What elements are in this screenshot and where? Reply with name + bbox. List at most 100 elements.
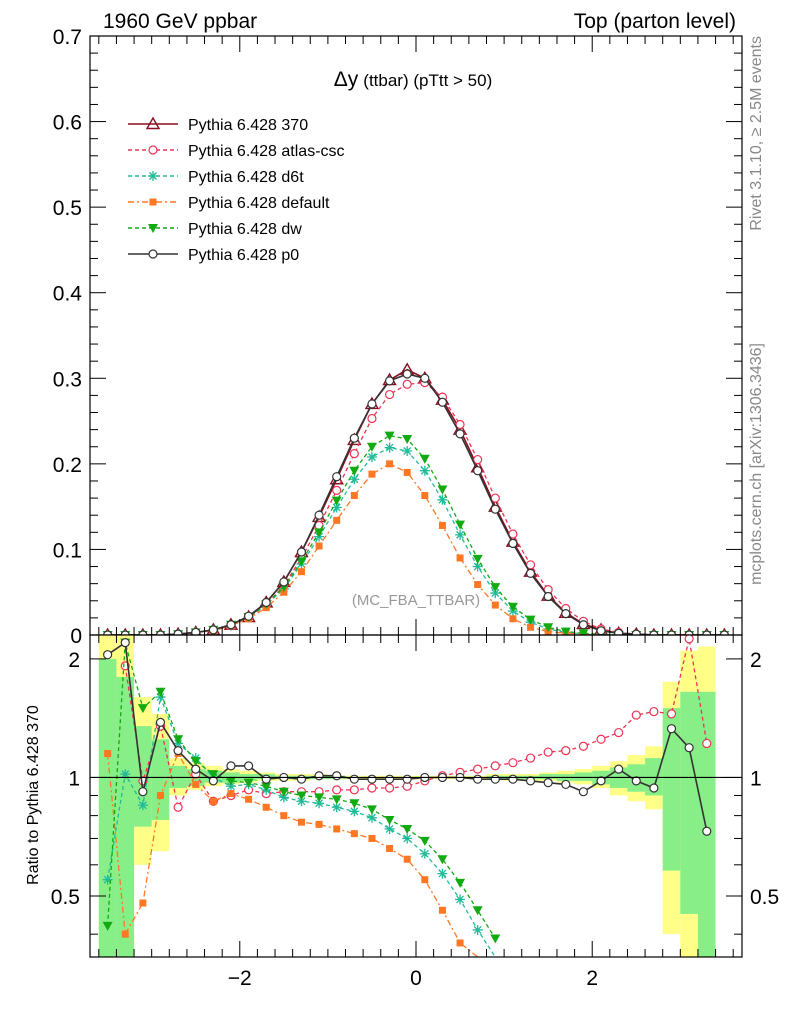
default-point xyxy=(315,820,323,828)
p0-point xyxy=(631,629,641,635)
dw-point xyxy=(173,735,184,745)
d6t-point xyxy=(437,868,448,879)
dw-point xyxy=(455,520,466,530)
d6t-point xyxy=(278,792,289,803)
ratio-y-tick-label-left: 0.5 xyxy=(51,886,80,909)
d6t-point xyxy=(331,502,342,513)
ratio-plot-panel: 0.5 0.5 1 1 2 2 −2 0 2 Ratio to Pythia 6.428 370 xyxy=(25,634,779,990)
d6t-point xyxy=(366,812,377,823)
d6t-point xyxy=(349,474,360,485)
atlas-point xyxy=(455,419,465,430)
d6t-point xyxy=(314,798,325,809)
p0-point xyxy=(702,630,712,635)
default-point xyxy=(280,812,288,820)
dw-point xyxy=(261,782,272,792)
atlas-point xyxy=(332,785,342,795)
p0-point xyxy=(508,538,518,549)
p0-point xyxy=(120,638,130,648)
dw-point xyxy=(455,878,466,888)
x-tick-label: 2 xyxy=(586,967,598,990)
legend-entry-atlas: Pythia 6.428 atlas-csc xyxy=(128,143,345,160)
d6t-point xyxy=(472,561,483,572)
dw-line xyxy=(107,434,725,635)
y-tick-label: 0.5 xyxy=(53,197,82,220)
default-point xyxy=(527,623,535,631)
atlas-point xyxy=(367,413,377,424)
y-tick-label: 0 xyxy=(70,625,82,648)
dw-point xyxy=(278,787,289,797)
default-point xyxy=(315,542,323,550)
legend-entry-p0: Pythia 6.428 p0 xyxy=(128,247,299,264)
p0-point xyxy=(138,630,148,635)
d6t-point xyxy=(455,894,466,905)
p0-point xyxy=(384,774,395,784)
p0-point xyxy=(226,761,236,771)
p0-point xyxy=(103,650,113,660)
p0-point xyxy=(578,787,589,797)
dw-point xyxy=(490,934,501,944)
d6t-point xyxy=(296,796,307,807)
atlas-point xyxy=(508,758,518,768)
ratio-y-tick-label-right: 2 xyxy=(750,649,762,672)
default-point xyxy=(245,795,253,803)
default-point xyxy=(350,830,358,838)
p0-point xyxy=(243,611,254,621)
dw-point xyxy=(155,687,166,697)
default-point xyxy=(509,615,517,623)
default-point xyxy=(297,818,305,826)
atlas-point xyxy=(473,454,483,465)
header-right-label: Top (parton level) xyxy=(574,10,736,33)
p0-point xyxy=(543,591,553,602)
default-point xyxy=(139,899,147,907)
dw-point xyxy=(331,496,342,506)
legend-label: Pythia 6.428 default xyxy=(188,195,330,212)
default-point xyxy=(491,601,499,609)
main-plot-panel: 0 0.1 0.2 0.3 0.4 0.5 0.6 0.7 Δy (ttbar) (pTtt >… xyxy=(53,26,743,648)
legend-marker xyxy=(149,198,157,206)
dw-point xyxy=(437,485,448,495)
d6t-point xyxy=(349,806,360,817)
dw-point xyxy=(507,602,518,612)
default-point xyxy=(456,939,464,947)
p0-point xyxy=(666,724,677,734)
p0-point xyxy=(296,547,307,557)
atlas-point xyxy=(525,753,536,763)
default-point xyxy=(474,581,482,589)
p0-point xyxy=(508,774,518,784)
default-point xyxy=(456,554,464,562)
default-point xyxy=(350,492,358,500)
band-inner-bin xyxy=(680,691,698,915)
p0-point xyxy=(402,774,412,784)
atlas-point xyxy=(666,709,677,719)
dw-point xyxy=(349,466,360,476)
p0-point xyxy=(649,783,659,793)
default-point xyxy=(403,855,411,863)
legend-marker xyxy=(145,116,161,130)
mcplots-label: mcplots.cern.ch [arXiv:1306.3436] xyxy=(748,343,765,585)
atlas-point xyxy=(649,706,659,717)
band-inner-bin xyxy=(151,739,170,820)
d6t-point xyxy=(155,692,166,703)
d6t-point xyxy=(137,800,148,811)
dw-point xyxy=(402,435,413,445)
band-inner-bin xyxy=(98,658,117,957)
atlas-point xyxy=(402,379,412,389)
d6t-point xyxy=(402,833,413,844)
dw-point xyxy=(419,454,430,464)
dw-point xyxy=(419,836,430,846)
d6t-point xyxy=(384,442,395,453)
p0-point xyxy=(684,743,694,753)
legend-entry-p370: Pythia 6.428 370 xyxy=(128,116,308,134)
dw-point xyxy=(314,793,325,803)
default-point xyxy=(386,845,394,853)
dw-point xyxy=(366,442,377,452)
d6t-point xyxy=(455,529,466,540)
p0-point xyxy=(138,787,148,797)
p0-point xyxy=(596,626,606,635)
y-tick-label: 0.3 xyxy=(53,368,82,391)
d6t-point xyxy=(437,494,448,505)
default-point xyxy=(262,803,270,811)
x-tick-label: −2 xyxy=(228,967,252,990)
p0-point xyxy=(314,510,324,520)
